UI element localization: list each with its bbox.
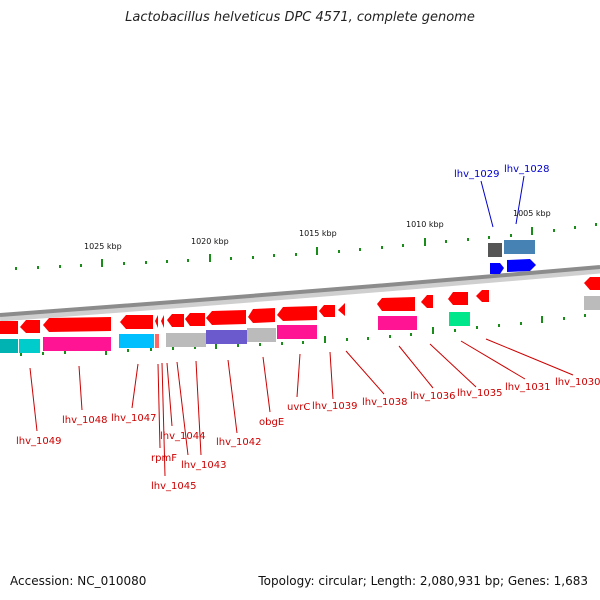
- accession-text: Accession: NC_010080: [10, 574, 147, 588]
- gene-label-lhv-1035: lhv_1035: [457, 388, 502, 399]
- gene-label-lhv-1049: lhv_1049: [16, 436, 61, 447]
- scale-label-1005: 1005 kbp: [513, 209, 551, 218]
- genome-summary-text: Topology: circular; Length: 2,080,931 bp…: [258, 574, 588, 588]
- forward-reverse-cds: [0, 277, 600, 334]
- genome-backbone-shadow: [0, 266, 600, 322]
- scale-label-1020: 1020 kbp: [191, 237, 229, 246]
- gene-label-lhv-1042: lhv_1042: [216, 437, 261, 448]
- map-title: Lactobacillus helveticus DPC 4571, compl…: [125, 10, 475, 25]
- gene-lhv-1029-arrow: [490, 263, 504, 274]
- gene-label-uvrc: uvrC: [287, 402, 310, 413]
- gene-label-lhv-1043: lhv_1043: [181, 460, 226, 471]
- scale-label-1015: 1015 kbp: [299, 229, 337, 238]
- gene-label-lhv-1044: lhv_1044: [160, 431, 205, 442]
- gene-label-obge: obgE: [259, 417, 284, 428]
- gene-label-lhv-1048: lhv_1048: [62, 415, 107, 426]
- genome-backbone: [0, 265, 600, 317]
- leader-lines: [29, 175, 574, 477]
- gene-label-lhv-1039: lhv_1039: [312, 401, 357, 412]
- gene-lhv-1028-arrow: [507, 259, 536, 272]
- gene-label-lhv-1045: lhv_1045: [151, 481, 196, 492]
- gene-lhv-1028-box: [504, 240, 535, 254]
- gene-label-lhv-1029: lhv_1029: [454, 169, 499, 180]
- gene-label-lhv-1036: lhv_1036: [410, 391, 455, 402]
- gene-label-lhv-1038: lhv_1038: [362, 397, 407, 408]
- gene-label-lhv-1028: lhv_1028: [504, 164, 549, 175]
- gene-label-lhv-1031: lhv_1031: [505, 382, 550, 393]
- highlight-genes: [488, 240, 536, 274]
- gene-lhv-1029-box: [488, 243, 502, 257]
- scale-label-1025: 1025 kbp: [84, 242, 122, 251]
- scale-ticks-upper: [15, 223, 597, 270]
- scale-ticks-lower: [20, 314, 586, 356]
- gene-label-lhv-1047: lhv_1047: [111, 413, 156, 424]
- gene-label-lhv-1030: lhv_1030: [555, 377, 600, 388]
- gene-label-rpmf: rpmF: [151, 453, 177, 464]
- annotation-boxes: [0, 296, 600, 353]
- scale-label-1010: 1010 kbp: [406, 220, 444, 229]
